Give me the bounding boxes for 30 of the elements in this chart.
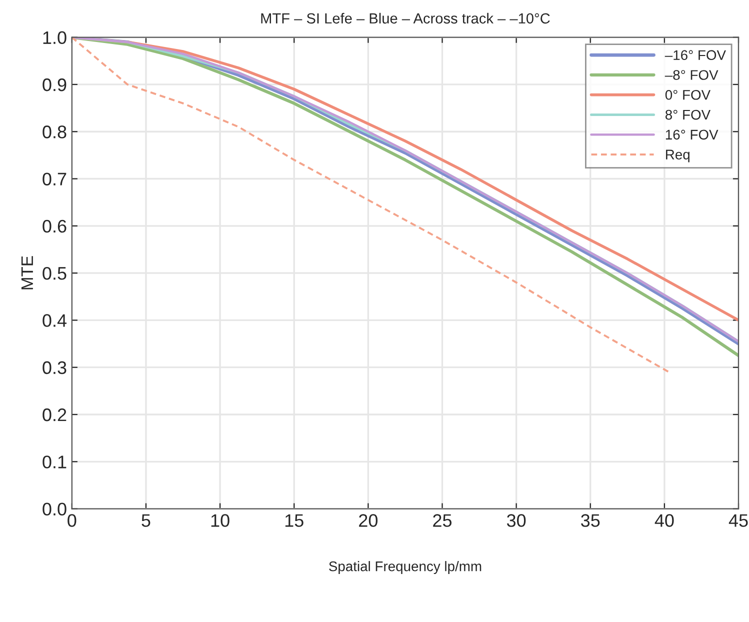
chart-title: MTF – SI Lefe – Blue – Across track – –10°C [261,12,550,24]
y-tick-label: 0.5 [42,266,66,280]
y-tick-label: 0.3 [42,361,66,374]
y-tick-label: 0.2 [42,408,66,422]
y-tick-label: 0.0 [42,502,66,516]
y-tick-label: 0.1 [42,456,66,468]
legend-label: Req [666,150,690,162]
x-tick-label: 20 [359,514,378,527]
x-tick-label: 35 [581,514,600,527]
legend-label: 16° FOV [666,130,718,140]
x-tick-label: 45 [728,514,748,527]
y-tick-label: 0.9 [42,78,66,92]
x-tick-label: 0 [68,514,76,527]
y-tick-label: 0.6 [42,220,66,233]
y-axis-title: MTE [21,256,33,290]
legend-label: –8° FOV [664,70,718,80]
legend-label: 8° FOV [665,110,711,120]
x-tick-label: 40 [654,514,674,527]
x-axis-title: Spatial Frequency lp/mm [329,561,482,574]
y-tick-label: 0.7 [42,172,66,186]
legend-label: 0° FOV [665,90,711,100]
x-tick-label: 5 [142,514,150,527]
x-tick-label: 10 [211,514,230,527]
x-tick-label: 25 [433,514,452,527]
x-tick-label: 15 [285,514,304,527]
y-tick-label: 0.4 [42,314,67,327]
y-tick-label: 1.0 [43,31,66,44]
y-tick-label: 0.8 [42,126,66,138]
x-tick-label: 30 [506,514,526,527]
legend-label: –16° FOV [664,50,726,60]
